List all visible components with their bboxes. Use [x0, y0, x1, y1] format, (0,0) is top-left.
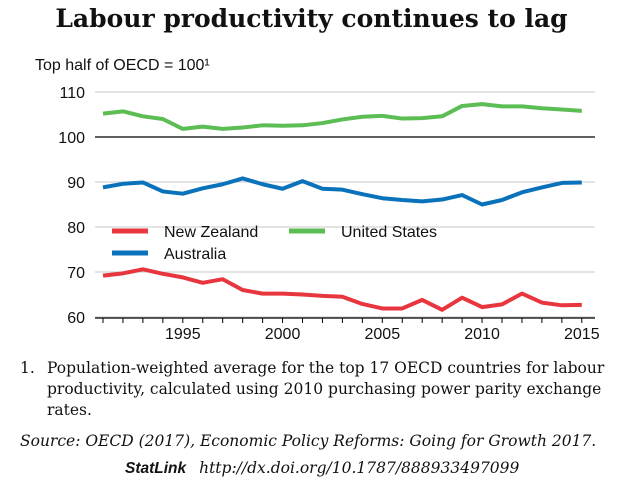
y-tick-label: 90: [67, 175, 85, 192]
y-tick-label: 70: [67, 265, 85, 282]
series-line-australia: [102, 176, 582, 207]
y-tick-label: 60: [67, 310, 85, 327]
footnote-text: Population-weighted average for the top …: [47, 359, 605, 419]
footnote: 1. Population-weighted average for the t…: [20, 358, 620, 421]
chart-title: Labour productivity continues to lag: [55, 4, 568, 33]
x-tick-label: 2005: [365, 326, 401, 343]
legend-label: Australia: [164, 246, 226, 263]
series-line-united-states: [102, 102, 582, 131]
y-axis-label: Top half of OECD = 100¹: [35, 57, 210, 74]
statlink-logo: StatLink: [125, 460, 187, 477]
statlink-url[interactable]: http://dx.doi.org/10.1787/888933497099: [199, 459, 520, 477]
x-tick-label: 2015: [564, 326, 600, 343]
source-note: Source: OECD (2017), Economic Policy Ref…: [20, 432, 597, 450]
line-chart: 60 70 80 90 100 110 1995 2000 2005 2010 2015 New Ze…: [58, 85, 600, 343]
x-tick-label: 2010: [464, 326, 500, 343]
footnote-number: 1.: [20, 359, 35, 377]
legend-label: New Zealand: [164, 224, 258, 241]
y-tick-label: 110: [59, 85, 85, 102]
legend-label: United States: [341, 224, 437, 241]
x-tick-label: 1995: [165, 326, 201, 343]
x-tick-label: 2000: [265, 326, 301, 343]
statlink: StatLink http://dx.doi.org/10.1787/88893…: [125, 458, 519, 479]
y-tick-label: 100: [58, 130, 85, 147]
series-line-new-zealand: [102, 267, 582, 312]
y-tick-label: 80: [67, 220, 85, 237]
